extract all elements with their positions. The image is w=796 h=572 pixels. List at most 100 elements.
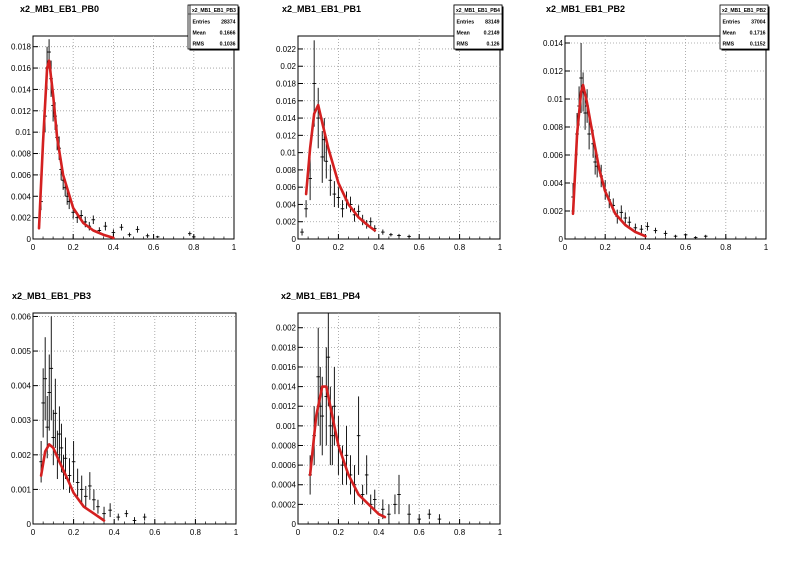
y-tick-label: 0.006	[11, 171, 32, 180]
stats-label: RMS	[193, 42, 205, 48]
data-point	[328, 164, 333, 196]
stats-value: 28374	[221, 20, 236, 26]
data-point	[619, 205, 624, 220]
fit-curve	[37, 59, 115, 240]
x-tick-label: 0.8	[454, 243, 466, 252]
data-point	[703, 234, 708, 238]
x-tick-label: 1	[498, 243, 503, 252]
data-point	[387, 504, 391, 524]
x-tick-label: 0.6	[149, 528, 161, 537]
y-tick-label: 0.01	[280, 149, 296, 158]
stats-value: 0.1716	[750, 31, 766, 37]
data-point	[393, 494, 397, 515]
data-point	[356, 396, 361, 475]
data-point	[300, 228, 304, 236]
y-tick-label: 0.0012	[272, 402, 297, 411]
chart-title: x2_MB1_EB1_PB2	[546, 4, 625, 14]
chart-title: x2_MB1_EB1_PB4	[281, 291, 360, 301]
data-point	[91, 215, 96, 225]
data-point	[108, 503, 112, 518]
y-tick-label: 0.008	[276, 166, 297, 175]
y-tick-label: 0.014	[543, 39, 564, 48]
data-point	[381, 229, 385, 235]
data-point	[119, 224, 124, 231]
data-point	[88, 472, 92, 500]
x-tick-label: 1	[232, 243, 237, 252]
y-tick-label: 0.004	[543, 179, 564, 188]
stats-box: x2_MB1_EB1_PB4 Entries 83149 Mean 0.2149 RMS 0…	[453, 4, 504, 51]
stats-value: 0.2149	[484, 31, 500, 37]
stats-label: Entries	[193, 20, 211, 26]
x-tick-label: 0.8	[720, 243, 732, 252]
x-tick-label: 0.4	[640, 243, 652, 252]
data-point	[51, 409, 56, 466]
data-point	[47, 354, 52, 431]
x-tick-label: 1	[764, 243, 769, 252]
stats-value: 0.126	[487, 42, 500, 48]
x-tick-label: 0.2	[600, 243, 612, 252]
y-tick-label: 0.008	[543, 123, 564, 132]
y-tick-label: 0.002	[543, 207, 564, 216]
data-point	[653, 227, 658, 234]
plot-frame	[32, 312, 237, 525]
data-point	[673, 234, 678, 238]
data-point	[417, 514, 421, 524]
data-point	[83, 485, 88, 507]
stats-box-frame	[453, 4, 503, 50]
y-tick-label: 0.0006	[272, 461, 297, 470]
plot-frame	[32, 35, 235, 240]
panel-1: 0 0.2 0.4 0.6 0.8 1 0 0.002 0.004 0.006 0.008 0.01 0…	[276, 4, 504, 252]
data-point	[397, 474, 401, 515]
x-tick-label: 0	[296, 528, 301, 537]
y-tick-label: 0.002	[11, 214, 32, 223]
stats-label: Mean	[723, 31, 736, 37]
fit-curve	[308, 385, 387, 519]
chart-title: x2_MB1_EB1_PB0	[20, 4, 99, 14]
fit-curve	[571, 83, 647, 238]
x-tick-label: 0.6	[148, 243, 160, 252]
x-tick-label: 0.6	[680, 243, 692, 252]
x-tick-label: 0.8	[188, 243, 200, 252]
data-point	[427, 509, 432, 520]
stats-value: 37004	[751, 20, 766, 26]
y-tick-label: 0	[27, 235, 32, 244]
y-tick-label: 0	[27, 520, 32, 529]
data-point	[308, 156, 312, 201]
stats-label: Entries	[723, 20, 741, 26]
plot-frame	[297, 35, 501, 240]
x-tick-label: 0.4	[108, 243, 120, 252]
data-point	[187, 231, 192, 236]
data-point	[340, 445, 345, 485]
data-point	[192, 235, 196, 238]
data-point	[142, 513, 147, 521]
data-point	[41, 368, 45, 438]
y-tick-label: 0.012	[276, 131, 297, 140]
y-tick-label: 0.002	[276, 218, 297, 227]
data-point	[43, 337, 47, 421]
data-point	[332, 366, 337, 446]
stats-label: RMS	[723, 42, 735, 48]
data-point	[324, 143, 329, 179]
stats-label: Mean	[193, 31, 206, 37]
stats-label: Mean	[457, 31, 470, 37]
y-tick-label: 0	[292, 520, 297, 529]
y-tick-label: 0.0002	[272, 500, 297, 509]
plot-frame	[564, 35, 767, 240]
x-tick-label: 0.4	[109, 528, 121, 537]
y-tick-label: 0.016	[11, 64, 32, 73]
y-tick-label: 0.001	[276, 422, 297, 431]
data-point	[320, 131, 325, 183]
y-tick-label: 0.008	[11, 150, 32, 159]
y-tick-label: 0.003	[11, 416, 32, 425]
data-point	[96, 499, 100, 514]
data-point	[316, 87, 320, 149]
panel-4: 0 0.2 0.4 0.6 0.8 1 0 0.0002 0.0004 0.0006 0.0008 0…	[272, 4, 504, 537]
y-tick-label: 0.006	[11, 312, 32, 321]
x-tick-label: 0	[296, 243, 301, 252]
y-tick-label: 0.004	[276, 200, 297, 209]
data-point	[397, 233, 401, 238]
x-tick-label: 0.2	[68, 528, 80, 537]
data-point	[583, 96, 587, 130]
data-point	[364, 455, 369, 495]
stats-name: x2_MB1_EB1_PB4	[456, 8, 500, 14]
